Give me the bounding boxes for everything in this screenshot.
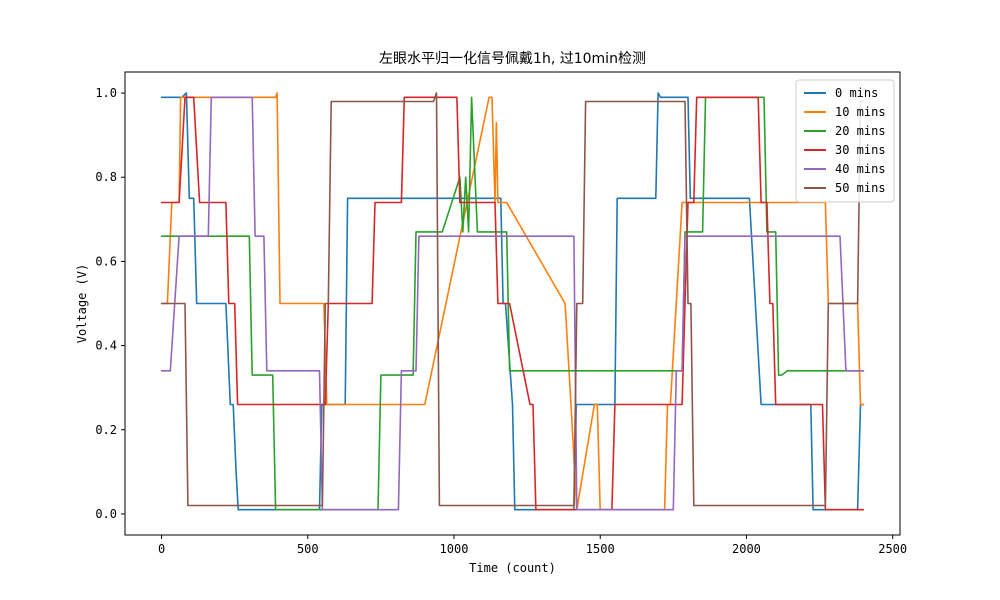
- series-layer: [160, 92, 865, 511]
- x-tick-label: 0: [158, 542, 165, 556]
- chart-title: 左眼水平归一化信号佩戴1h, 过10min检测: [379, 50, 646, 67]
- legend-box: [795, 79, 895, 203]
- x-tick-label: 2000: [732, 542, 761, 556]
- x-tick-label: 1500: [586, 542, 615, 556]
- y-tick-label: 0.2: [95, 423, 117, 437]
- legend-label: 30 mins: [835, 143, 886, 157]
- x-axis-label: Time (count): [469, 561, 556, 575]
- plot-area-background: [125, 72, 900, 535]
- legend-label: 40 mins: [835, 162, 886, 176]
- y-tick-label: 0.8: [95, 170, 117, 184]
- series-line-4: [160, 96, 865, 511]
- y-axis-label: Voltage (V): [75, 264, 89, 343]
- legend: 0 mins 10 mins 20 mins 30 mins 40 mins 50 min…: [795, 79, 895, 203]
- x-tick-label: 500: [297, 542, 319, 556]
- y-tick-label: 0.0: [95, 507, 117, 521]
- y-tick-label: 1.0: [95, 86, 117, 100]
- y-tick-label: 0.4: [95, 339, 117, 353]
- series-line-2: [160, 96, 865, 511]
- plot-frame: [124, 71, 901, 536]
- legend-label: 0 mins: [835, 86, 878, 100]
- legend-label: 50 mins: [835, 181, 886, 195]
- series-line-0: [160, 92, 865, 511]
- x-axis: 0 500 1000 1500 2000 2500: [158, 535, 907, 556]
- legend-label: 20 mins: [835, 124, 886, 138]
- y-axis: 0.0 0.2 0.4 0.6 0.8 1.0: [95, 86, 125, 521]
- y-tick-label: 0.6: [95, 254, 117, 268]
- x-tick-label: 1000: [440, 542, 469, 556]
- series-line-5: [160, 92, 865, 507]
- series-line-3: [160, 96, 865, 511]
- legend-label: 10 mins: [835, 105, 886, 119]
- x-tick-label: 2500: [878, 542, 907, 556]
